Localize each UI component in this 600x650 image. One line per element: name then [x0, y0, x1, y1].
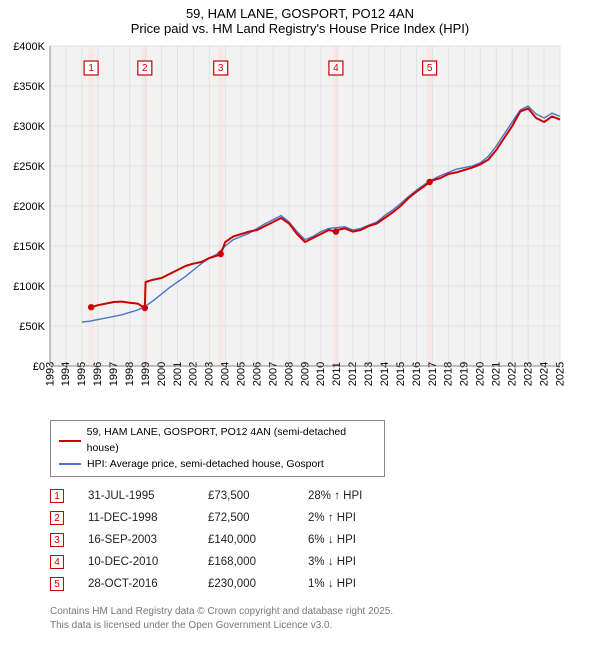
sale-price: £73,500	[208, 490, 308, 502]
svg-text:2019: 2019	[459, 362, 471, 386]
sales-table: 1 31-JUL-1995£73,50028% ↑ HPI 2 11-DEC-1998…	[50, 485, 600, 595]
sale-date: 31-JUL-1995	[88, 490, 208, 502]
legend-swatch	[59, 440, 81, 442]
svg-text:2025: 2025	[554, 362, 566, 386]
svg-text:1999: 1999	[140, 362, 152, 386]
sale-row: 5 28-OCT-2016£230,0001% ↓ HPI	[50, 573, 600, 595]
svg-text:1995: 1995	[76, 362, 88, 386]
sale-marker: 4	[50, 555, 64, 569]
legend-swatch	[59, 463, 81, 465]
svg-text:£200K: £200K	[13, 201, 45, 213]
sale-date: 11-DEC-1998	[88, 512, 208, 524]
svg-text:£0: £0	[33, 361, 45, 373]
title-line-1: 59, HAM LANE, GOSPORT, PO12 4AN	[0, 6, 600, 21]
sale-row: 4 10-DEC-2010£168,0003% ↓ HPI	[50, 551, 600, 573]
svg-text:2021: 2021	[491, 362, 503, 386]
svg-text:2: 2	[142, 63, 148, 74]
svg-text:2003: 2003	[204, 362, 216, 386]
svg-text:2009: 2009	[299, 362, 311, 386]
svg-text:2002: 2002	[188, 362, 200, 386]
svg-text:2020: 2020	[475, 362, 487, 386]
svg-text:2014: 2014	[379, 362, 391, 386]
svg-text:2013: 2013	[363, 362, 375, 386]
sale-date: 16-SEP-2003	[88, 534, 208, 546]
svg-text:2018: 2018	[443, 362, 455, 386]
footer-attribution: Contains HM Land Registry data © Crown c…	[50, 605, 600, 632]
svg-text:£300K: £300K	[13, 121, 45, 133]
svg-text:1994: 1994	[60, 362, 72, 386]
sale-diff-vs-hpi: 28% ↑ HPI	[308, 490, 408, 502]
sale-marker: 3	[50, 533, 64, 547]
svg-text:£350K: £350K	[13, 81, 45, 93]
chart-title-block: 59, HAM LANE, GOSPORT, PO12 4AN Price pa…	[0, 0, 600, 38]
sale-marker: 2	[50, 511, 64, 525]
svg-text:2023: 2023	[522, 362, 534, 386]
sale-row: 1 31-JUL-1995£73,50028% ↑ HPI	[50, 485, 600, 507]
sale-date: 28-OCT-2016	[88, 578, 208, 590]
svg-text:£100K: £100K	[13, 281, 45, 293]
svg-text:3: 3	[218, 63, 224, 74]
sale-marker: 1	[50, 489, 64, 503]
svg-text:1997: 1997	[108, 362, 120, 386]
sale-price: £72,500	[208, 512, 308, 524]
sale-date: 10-DEC-2010	[88, 556, 208, 568]
sale-diff-vs-hpi: 2% ↑ HPI	[308, 512, 408, 524]
svg-text:2024: 2024	[538, 362, 550, 386]
sale-price: £230,000	[208, 578, 308, 590]
svg-text:2007: 2007	[267, 362, 279, 386]
svg-text:£250K: £250K	[13, 161, 45, 173]
svg-text:2005: 2005	[236, 362, 248, 386]
legend-label: 59, HAM LANE, GOSPORT, PO12 4AN (semi-de…	[87, 425, 376, 457]
svg-text:2004: 2004	[220, 362, 232, 386]
svg-text:2012: 2012	[347, 362, 359, 386]
svg-text:1998: 1998	[124, 362, 136, 386]
chart-svg: £0 £50K £100K £150K £200K £250K £300K £350K £400…	[6, 42, 566, 414]
footer-line-2: This data is licensed under the Open Gov…	[50, 619, 600, 633]
legend: 59, HAM LANE, GOSPORT, PO12 4AN (semi-de…	[50, 420, 385, 477]
sale-diff-vs-hpi: 1% ↓ HPI	[308, 578, 408, 590]
svg-text:1996: 1996	[92, 362, 104, 386]
sale-price: £168,000	[208, 556, 308, 568]
svg-text:2017: 2017	[427, 362, 439, 386]
sale-row: 3 16-SEP-2003£140,0006% ↓ HPI	[50, 529, 600, 551]
svg-text:2015: 2015	[395, 362, 407, 386]
svg-text:2010: 2010	[315, 362, 327, 386]
chart-area: £0 £50K £100K £150K £200K £250K £300K £350K £400…	[6, 42, 566, 414]
svg-text:4: 4	[333, 63, 339, 74]
sale-row: 2 11-DEC-1998£72,5002% ↑ HPI	[50, 507, 600, 529]
svg-text:1: 1	[88, 63, 94, 74]
footer-line-1: Contains HM Land Registry data © Crown c…	[50, 605, 600, 619]
title-line-2: Price paid vs. HM Land Registry's House …	[0, 21, 600, 36]
svg-text:£150K: £150K	[13, 241, 45, 253]
svg-text:2022: 2022	[506, 362, 518, 386]
sale-diff-vs-hpi: 6% ↓ HPI	[308, 534, 408, 546]
svg-text:2006: 2006	[251, 362, 263, 386]
svg-text:5: 5	[427, 63, 433, 74]
legend-item: 59, HAM LANE, GOSPORT, PO12 4AN (semi-de…	[59, 425, 376, 457]
sale-price: £140,000	[208, 534, 308, 546]
sale-marker: 5	[50, 577, 64, 591]
svg-text:£50K: £50K	[19, 321, 45, 333]
svg-text:2000: 2000	[156, 362, 168, 386]
svg-text:2016: 2016	[411, 362, 423, 386]
svg-text:£400K: £400K	[13, 42, 45, 53]
legend-item: HPI: Average price, semi-detached house,…	[59, 457, 376, 473]
svg-text:2001: 2001	[172, 362, 184, 386]
svg-text:2008: 2008	[283, 362, 295, 386]
sale-diff-vs-hpi: 3% ↓ HPI	[308, 556, 408, 568]
legend-label: HPI: Average price, semi-detached house,…	[87, 457, 324, 473]
